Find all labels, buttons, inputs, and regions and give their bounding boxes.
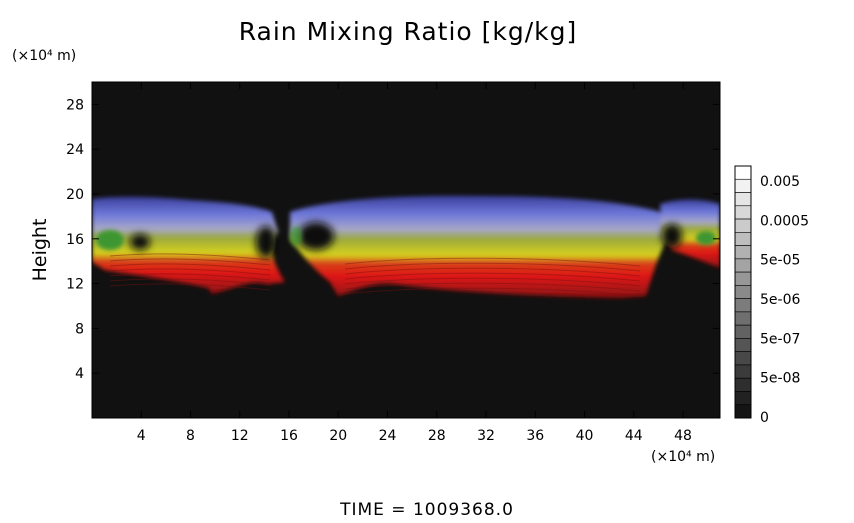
y-tick-label: 20	[66, 187, 84, 203]
y-axis-ticks: 4 8 12 16 20 24 28	[66, 97, 720, 382]
colorbar-segment	[734, 205, 752, 220]
x-tick-label: 36	[526, 428, 544, 444]
colorbar-segment	[734, 245, 752, 260]
chart-title: Rain Mixing Ratio [kg/kg]	[239, 17, 578, 46]
colorbar-segment	[734, 285, 752, 299]
colorbar-label: 0.005	[760, 174, 800, 190]
colorbar-segment	[734, 271, 752, 286]
y-tick-label: 12	[66, 277, 84, 293]
colorbar-segment	[734, 338, 752, 352]
colorbar-segment	[734, 404, 752, 419]
time-label: TIME = 1009368.0	[339, 500, 514, 519]
colorbar-segment	[734, 298, 752, 313]
y-axis-unit: (×10⁴ m)	[12, 48, 76, 64]
x-tick-label: 4	[137, 428, 146, 444]
striation-line	[344, 282, 641, 292]
striation-line	[344, 277, 641, 287]
striation-line	[344, 257, 641, 267]
y-axis-label: Height	[29, 219, 51, 282]
striation-line	[109, 278, 271, 286]
plot-border	[91, 81, 721, 419]
plot-area	[91, 81, 721, 419]
y-tick-label: 16	[66, 232, 84, 248]
dark-gaps	[130, 222, 682, 258]
striation-line	[109, 283, 271, 291]
colorbar-segment	[734, 178, 752, 193]
colorbar-segment	[734, 351, 752, 366]
colorbar-segment	[734, 364, 752, 379]
rain-field	[92, 195, 720, 298]
colorbar-border	[734, 165, 752, 419]
x-tick-label: 32	[477, 428, 495, 444]
x-tick-label: 20	[329, 428, 347, 444]
green-patches	[96, 226, 716, 250]
striation-line	[344, 287, 641, 297]
x-tick-label: 12	[231, 428, 249, 444]
colorbar-segment	[734, 232, 752, 246]
colorbar-label: 5e-07	[760, 331, 800, 347]
y-tick-label: 28	[66, 97, 84, 113]
striation-line	[344, 262, 641, 272]
striation-line	[109, 258, 271, 266]
x-tick-label: 8	[186, 428, 195, 444]
colorbar-segment	[734, 218, 752, 233]
y-tick-label: 8	[75, 321, 84, 337]
striation-line	[109, 268, 271, 276]
striation-line	[109, 263, 271, 271]
colorbar-label: 0	[760, 410, 769, 426]
colorbar-segment	[734, 324, 752, 339]
colorbar-label: 5e-08	[760, 371, 800, 387]
band-striations	[109, 253, 641, 297]
band-right	[660, 199, 720, 268]
x-axis-ticks: 4 8 12 16 20 24 28 32 36 40 44 48	[137, 82, 692, 444]
colorbar-segment	[734, 258, 752, 273]
x-tick-label: 40	[576, 428, 594, 444]
colorbar-segment	[734, 192, 752, 207]
striation-line	[109, 253, 271, 261]
y-tick-label: 24	[66, 142, 84, 158]
x-axis-unit: (×10⁴ m)	[651, 449, 715, 465]
colorbar-label: 0.0005	[760, 213, 809, 229]
x-tick-label: 28	[428, 428, 446, 444]
band-left	[92, 196, 285, 294]
colorbar-label: 5e-05	[760, 253, 800, 269]
colorbar-segment	[734, 377, 752, 392]
colorbar-segment	[734, 311, 752, 326]
x-tick-label: 48	[674, 428, 692, 444]
colorbar: 0.005 0.0005 5e-05 5e-06 5e-07 5e-08 0	[734, 165, 809, 426]
colorbar-label: 5e-06	[760, 292, 800, 308]
x-tick-label: 44	[625, 428, 643, 444]
striation-line	[344, 272, 641, 282]
colorbar-segment	[734, 391, 752, 406]
striation-line	[344, 267, 641, 277]
x-tick-label: 16	[280, 428, 298, 444]
y-tick-label: 4	[75, 366, 84, 382]
striation-line	[109, 273, 271, 281]
x-tick-label: 24	[379, 428, 397, 444]
band-center	[290, 195, 672, 298]
colorbar-segment	[734, 165, 752, 180]
